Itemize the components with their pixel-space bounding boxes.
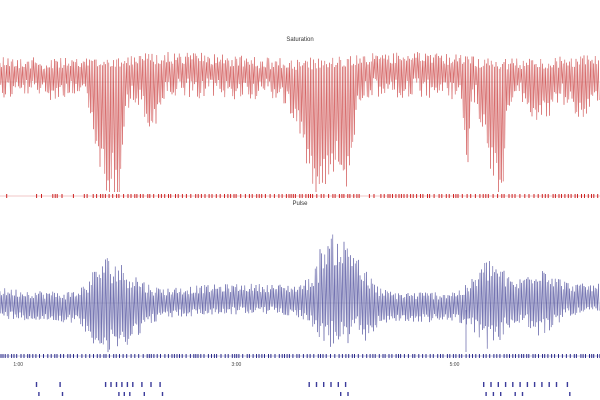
event-mark (344, 382, 347, 387)
event-mark (104, 382, 107, 387)
event-mark (514, 392, 516, 396)
event-mark (115, 382, 118, 387)
saturation-title: Saturation (286, 37, 313, 43)
event-mark (132, 382, 134, 387)
event-mark (521, 392, 524, 396)
event-mark (38, 392, 40, 396)
saturation-panel: Saturation (0, 37, 600, 198)
event-mark (555, 382, 558, 387)
event-mark (347, 392, 349, 396)
event-mark (150, 382, 152, 387)
saturation-marker-strip (0, 194, 600, 198)
pulse-marker-strip (0, 354, 600, 358)
pulse-waveform (0, 234, 600, 353)
time-tick-label: 1:00 (13, 362, 23, 368)
event-mark (483, 382, 485, 387)
event-mark (492, 392, 495, 396)
event-mark (548, 382, 550, 387)
event-mark (497, 382, 499, 387)
pulse-trace (0, 234, 600, 353)
event-mark (519, 382, 521, 387)
event-mark (500, 392, 502, 396)
time-tick-label: 5:00 (450, 362, 460, 368)
event-mark (512, 382, 514, 387)
event-mark (504, 382, 507, 387)
event-mark (323, 382, 325, 387)
event-mark (61, 392, 64, 396)
pulse-panel: Pulse 1:00 3:00 5:00 (0, 201, 600, 368)
event-mark (315, 382, 318, 387)
event-mark (141, 382, 143, 387)
saturation-waveform (0, 52, 600, 193)
event-mark (566, 382, 569, 387)
event-mark (123, 392, 125, 396)
saturation-trace (0, 52, 600, 193)
event-mark (330, 382, 332, 387)
event-mark (308, 382, 310, 387)
event-mark (35, 382, 38, 387)
event-mark (118, 392, 120, 396)
event-mark (337, 382, 339, 387)
event-mark (59, 382, 61, 387)
event-mark (490, 382, 492, 387)
event-mark (159, 382, 161, 387)
event-mark (541, 382, 543, 387)
event-mark (485, 392, 487, 396)
event-marker-row (35, 382, 571, 396)
event-mark (129, 392, 131, 396)
pulse-title: Pulse (292, 201, 308, 207)
time-axis: 1:00 3:00 5:00 (13, 362, 459, 368)
event-mark (340, 392, 342, 396)
event-mark (161, 392, 164, 396)
time-tick-label: 3:00 (232, 362, 242, 368)
event-mark (143, 392, 145, 396)
event-mark (110, 382, 112, 387)
event-mark (569, 392, 571, 396)
event-mark (533, 382, 536, 387)
event-mark (121, 382, 123, 387)
event-mark (526, 382, 529, 387)
event-mark (126, 382, 129, 387)
